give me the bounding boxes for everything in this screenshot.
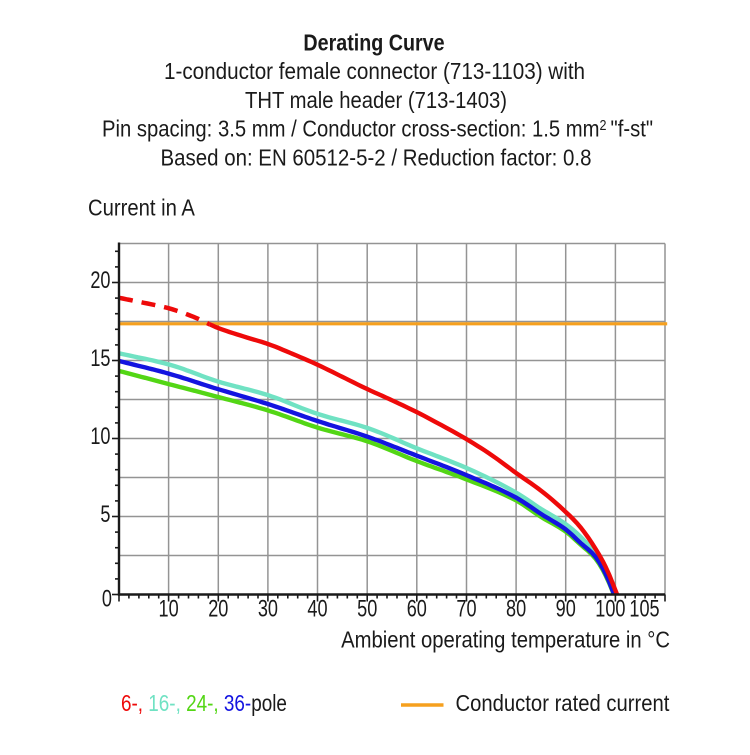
svg-text:Based on: EN 60512-5-2 / Reduc: Based on: EN 60512-5-2 / Reduction facto… — [161, 144, 592, 170]
svg-text:30: 30 — [258, 595, 278, 622]
svg-text:6-, 16-, 24-, 36-pole: 6-, 16-, 24-, 36-pole — [121, 691, 287, 716]
svg-text:Derating Curve: Derating Curve — [303, 30, 444, 56]
svg-text:0: 0 — [102, 585, 112, 612]
svg-text:Pin spacing: 3.5 mm / Conducto: Pin spacing: 3.5 mm / Conductor cross-se… — [102, 115, 653, 142]
svg-text:5: 5 — [100, 500, 110, 527]
svg-text:15: 15 — [90, 344, 110, 371]
svg-text:90: 90 — [556, 595, 576, 622]
svg-text:70: 70 — [456, 595, 476, 622]
svg-text:20: 20 — [90, 266, 110, 293]
svg-text:80: 80 — [506, 595, 526, 622]
svg-text:THT male header (713-1403): THT male header (713-1403) — [245, 87, 507, 114]
svg-text:Ambient operating temperature: Ambient operating temperature in °C — [341, 626, 670, 653]
svg-text:Current in A: Current in A — [88, 194, 195, 221]
svg-text:105: 105 — [629, 595, 659, 622]
svg-text:50: 50 — [357, 595, 377, 622]
svg-text:20: 20 — [208, 595, 228, 622]
svg-text:10: 10 — [159, 595, 179, 622]
svg-text:40: 40 — [307, 595, 327, 622]
svg-text:10: 10 — [90, 422, 110, 449]
svg-text:60: 60 — [407, 595, 427, 622]
svg-text:1-conductor female connector (: 1-conductor female connector (713-1103) … — [164, 58, 585, 84]
svg-text:100: 100 — [595, 595, 625, 622]
svg-text:Conductor rated current: Conductor rated current — [456, 690, 670, 717]
